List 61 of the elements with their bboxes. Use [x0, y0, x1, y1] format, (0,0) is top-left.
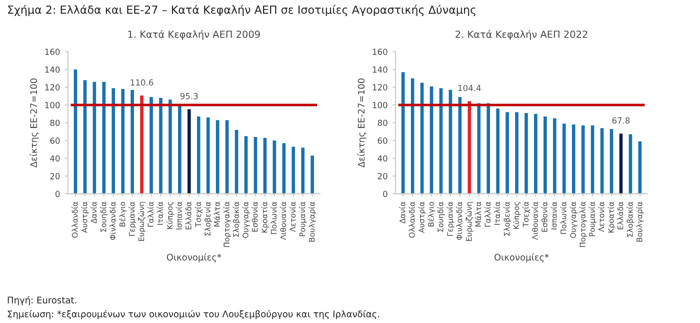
y-tick-label: 60 [378, 137, 388, 144]
y-tick-label: 80 [50, 120, 60, 126]
text: Σημείωση: *εξαιρουμένων των οικονομιών του Λουξεμβούργου και της Ιρλανδίας. [8, 310, 380, 320]
y-tick-label: 0 [56, 190, 60, 198]
data-label: 95.3 [180, 92, 198, 100]
bar [468, 101, 472, 194]
bar [140, 96, 144, 194]
bar [292, 146, 296, 194]
bar [112, 88, 116, 194]
bar [310, 156, 314, 194]
y-tick-label: 0 [383, 190, 388, 198]
bar [534, 114, 538, 194]
bar [486, 103, 490, 194]
data-label: 104.4 [458, 84, 481, 92]
y-tick-label: 160 [372, 48, 388, 55]
bar [553, 118, 556, 194]
bar [121, 88, 125, 194]
data-label: 110.6 [130, 79, 154, 86]
bar [225, 120, 229, 194]
bar [159, 98, 162, 194]
bar [206, 117, 210, 194]
y-tick-label: 20 [378, 173, 388, 180]
bar [301, 148, 305, 194]
data-label: 67.8 [612, 117, 630, 124]
y-tick-label: 120 [45, 84, 60, 90]
y-tick-label: 60 [50, 137, 60, 144]
bar [150, 96, 153, 194]
bar [282, 143, 286, 194]
bar [496, 108, 500, 194]
chart-title: 1. Κατά Κεφαλήν ΑΕΠ 2009 [128, 30, 260, 40]
bar [477, 103, 481, 194]
y-tick-label: 140 [45, 66, 60, 73]
y-tick-label: 160 [45, 48, 60, 55]
y-tick-label: 40 [50, 155, 60, 162]
y-tick-label: 80 [378, 120, 388, 126]
x-axis-title: Οικονομίες* [166, 253, 222, 262]
y-tick-label: 40 [378, 155, 388, 162]
text: Πηγή: Eurostat. [8, 296, 76, 306]
bar [168, 100, 172, 194]
x-axis-title: Οικονομίες* [494, 253, 549, 262]
y-tick-label: 100 [372, 102, 388, 108]
y-tick-label: 120 [372, 84, 388, 90]
bar [562, 124, 566, 194]
bar [188, 109, 191, 194]
bar [544, 116, 547, 194]
y-tick-label: 20 [50, 173, 60, 180]
chart-title: 2. Κατά Κεφαλήν ΑΕΠ 2022 [456, 30, 588, 40]
y-tick-label: 100 [45, 102, 60, 108]
y-axis-title: Δείκτης ΕΕ-27=100 [30, 78, 39, 168]
bar [572, 124, 576, 194]
text: Σχήμα 2: Ελλάδα και ΕΕ-27 – Κατά Κεφαλήν ΑΕΠ σε Ισοτιμίες Αγοραστικής Δύναμης [8, 4, 476, 16]
bar [178, 106, 182, 194]
y-tick-label: 140 [372, 66, 388, 73]
bar [524, 112, 528, 194]
bar [515, 112, 518, 194]
bar [196, 116, 200, 194]
bar [102, 82, 106, 194]
bar [506, 112, 509, 194]
bar [216, 120, 220, 194]
bar [130, 90, 134, 194]
y-axis-title: Δείκτης ΕΕ-27=100 [357, 78, 366, 168]
